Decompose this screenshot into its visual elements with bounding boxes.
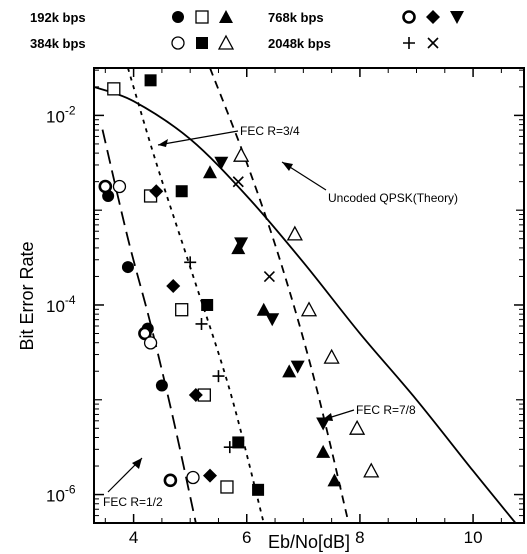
marker-open-circle: [171, 36, 185, 50]
x-tick-label: 6: [242, 528, 251, 547]
annotations: FEC R=3/4 Uncoded QPSK(Theory) FEC R=7/8…: [103, 124, 458, 509]
marker-plus: [184, 256, 197, 269]
curve-dash: [209, 67, 350, 524]
marker-filled-inverted-triangle: [290, 360, 305, 374]
marker-filled-diamond: [149, 184, 164, 199]
curve-solid: [93, 86, 517, 524]
marker-filled-inverted-triangle: [316, 417, 331, 431]
annotation-arrowhead-7-8: [322, 413, 333, 421]
y-tick-label: 10-6: [46, 483, 76, 506]
marker-filled-triangle: [256, 302, 271, 316]
marker-open-triangle: [286, 225, 303, 241]
x-tick-label: 10: [464, 528, 483, 547]
marker-filled-inverted-triangle: [265, 313, 280, 327]
marker-open-triangle: [323, 348, 340, 364]
marker-thick-open-circle: [163, 473, 178, 488]
marker-filled-square: [232, 436, 245, 449]
marker-filled-diamond: [202, 468, 217, 483]
legend-label-768k: 768k bps: [268, 10, 324, 25]
marker-filled-inverted-triangle: [214, 156, 229, 170]
marker-filled-inverted-triangle: [450, 11, 464, 24]
marker-filled-square: [196, 37, 208, 49]
marker-filled-square: [201, 298, 214, 311]
annotation-uncoded: Uncoded QPSK(Theory): [328, 191, 458, 205]
marker-thick-open-circle: [98, 179, 113, 194]
marker-filled-triangle: [231, 241, 246, 255]
marker-filled-circle: [172, 11, 184, 23]
marker-filled-triangle: [327, 473, 342, 487]
legend: 192k bps 384k bps 768k bps 2048k bps: [30, 10, 464, 51]
marker-filled-diamond: [166, 279, 181, 294]
marker-thick-open-circle: [138, 326, 152, 341]
marker-filled-circle: [121, 261, 134, 274]
marker-filled-square: [144, 74, 157, 87]
marker-plus: [195, 317, 208, 330]
x-tick-label: 4: [129, 528, 138, 547]
x-axis-label: Eb/No[dB]: [268, 532, 350, 552]
marker-open-triangle: [300, 301, 318, 317]
marker-filled-triangle: [316, 444, 331, 458]
marker-thick-open-circle: [402, 10, 416, 24]
marker-open-square: [175, 303, 189, 317]
marker-open-square: [195, 10, 209, 24]
marker-open-circle: [143, 336, 158, 350]
marker-filled-square: [252, 483, 265, 496]
legend-label-2048k: 2048k bps: [268, 36, 331, 51]
marker-open-triangle: [363, 462, 380, 478]
annotation-fec-3-4: FEC R=3/4: [240, 124, 300, 138]
annotation-arrowhead-uncoded: [282, 162, 293, 171]
marker-cross: [427, 37, 439, 49]
marker-cross: [263, 270, 275, 283]
marker-open-square: [220, 480, 234, 494]
plot-frame: [93, 67, 525, 524]
y-tick-label: 10-2: [46, 103, 76, 126]
marker-filled-triangle: [202, 165, 217, 179]
legend-label-384k: 384k bps: [30, 36, 86, 51]
marker-filled-circle: [155, 379, 168, 392]
marker-open-triangle: [233, 146, 250, 162]
marker-filled-inverted-triangle: [234, 237, 249, 251]
marker-filled-triangle: [219, 10, 233, 23]
annotation-fec-7-8: FEC R=7/8: [356, 403, 416, 417]
annotation-fec-1-2: FEC R=1/2: [103, 495, 163, 509]
marker-filled-diamond: [188, 388, 203, 403]
marker-plus: [212, 370, 225, 383]
marker-open-square: [107, 82, 121, 96]
marker-filled-triangle: [282, 364, 297, 378]
marker-open-circle: [112, 179, 127, 194]
y-tick-label: 10-4: [46, 293, 76, 316]
marker-open-triangle: [217, 34, 235, 50]
annotation-arrowhead-1-2: [132, 458, 142, 469]
marker-plus: [403, 37, 415, 49]
marker-open-circle: [186, 470, 200, 485]
marker-filled-square: [175, 185, 188, 198]
legend-label-192k: 192k bps: [30, 10, 86, 25]
marker-plus: [223, 441, 236, 454]
marker-cross: [232, 176, 244, 188]
marker-filled-diamond: [426, 10, 440, 24]
annotation-arrow-3-4: [157, 130, 239, 146]
annotation-arrowhead-3-4: [158, 139, 168, 147]
y-axis-label: Bit Error Rate: [17, 241, 37, 350]
x-tick-label: 8: [355, 528, 364, 547]
marker-open-triangle: [349, 419, 366, 435]
